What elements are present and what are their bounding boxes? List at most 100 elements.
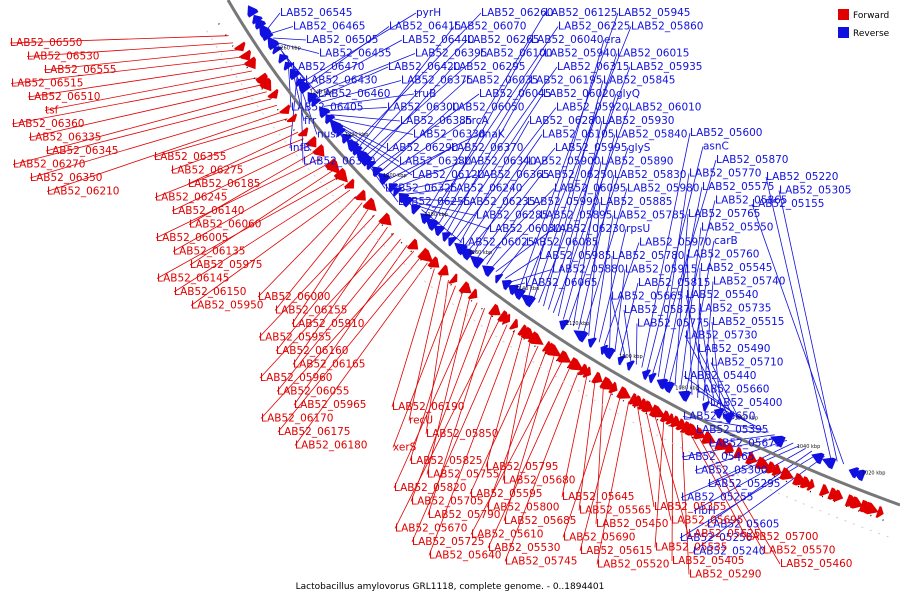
forward-gene-label: LAB52_05670 (395, 523, 468, 535)
leader-line (686, 254, 693, 395)
forward-gene-label: LAB52_06210 (47, 186, 120, 198)
forward-gene-arrow (467, 288, 478, 300)
forward-gene-label: tsf (45, 105, 59, 117)
forward-gene-arrow (806, 478, 815, 491)
reverse-gene-label: LAB52_05250 (680, 532, 753, 544)
forward-gene-arrow (286, 113, 297, 123)
leader-line (646, 146, 704, 371)
leader-line (393, 147, 452, 184)
forward-gene-label: LAB52_05800 (487, 502, 560, 514)
leader-line (696, 389, 751, 425)
leader-line (623, 309, 632, 362)
leader-line (495, 228, 554, 272)
forward-gene-label: LAB52_06055 (277, 386, 350, 398)
forward-gene-arrow (239, 49, 251, 61)
forward-gene-arrow (344, 178, 355, 189)
genome-backbone (226, 0, 900, 507)
reverse-gene-arrow (366, 160, 377, 171)
reverse-gene-label: pyrH (416, 7, 441, 19)
forward-gene-label: LAB52_05795 (486, 461, 559, 473)
leader-line (679, 453, 819, 539)
tick-label: 1200 kbp (383, 173, 407, 179)
reverse-gene-arrow (722, 412, 735, 424)
leader-line (500, 242, 527, 276)
leader-line (578, 174, 615, 330)
leader-line (654, 415, 689, 535)
reverse-gene-label: infB (290, 142, 310, 154)
leader-line (654, 420, 665, 548)
leader-line (259, 232, 395, 379)
leader-line (156, 177, 339, 279)
forward-gene-label: LAB52_05745 (505, 556, 578, 568)
legend: Forward Reverse (838, 9, 890, 39)
forward-gene-arrow (648, 404, 666, 418)
tick-label: 1080 kbp (675, 385, 699, 391)
forward-gene-arrow (608, 381, 618, 394)
forward-gene-arrow (701, 431, 716, 444)
legend-forward-swatch (838, 9, 849, 20)
reverse-gene-label: LAB52_06285 (476, 210, 549, 222)
leader-line (504, 371, 579, 562)
tick-label: 1020 kbp (862, 471, 886, 477)
reverse-gene-label: LAB52_05935 (630, 61, 703, 73)
leader-line (362, 39, 468, 152)
reverse-gene-label: LAB52_05605 (707, 519, 780, 531)
leader-line (26, 42, 234, 57)
reverse-gene-arrow (388, 183, 399, 193)
reverse-gene-label: LAB52_05665 (611, 291, 684, 303)
reverse-gene-label: LAB52_05875 (624, 304, 697, 316)
forward-gene-arrow (437, 264, 449, 276)
leader-line (284, 55, 319, 95)
leader-line (450, 93, 544, 236)
reverse-gene-label: LAB52_05990 (527, 196, 600, 208)
reverse-gene-arrow (342, 133, 353, 144)
forward-gene-arrow (544, 342, 562, 357)
reverse-gene-label: LAB52_05995 (555, 142, 628, 154)
reverse-gene-label: LAB52_06035 (466, 75, 539, 87)
legend-reverse-label: Reverse (853, 29, 890, 39)
reverse-gene-label: LAB52_06330 (413, 129, 486, 141)
leader-line (595, 386, 604, 525)
reverse-gene-label: LAB52_06250 (541, 169, 614, 181)
reverse-gene-label: LAB52_05915 (625, 264, 698, 276)
tick-label: 1260 kbp (277, 46, 301, 52)
legend-reverse-swatch (838, 27, 849, 38)
leader-line (470, 361, 563, 535)
forward-gene-label: LAB52_05695 (671, 515, 744, 527)
leader-line (381, 107, 453, 172)
leader-line (188, 151, 316, 225)
reverse-gene-label: LAB52_05870 (716, 154, 789, 166)
leader-line (778, 190, 838, 462)
reverse-gene-arrow (425, 217, 440, 231)
forward-gene-label: LAB52_06360 (12, 118, 85, 130)
forward-gene-label: LAB52_05690 (563, 532, 636, 544)
forward-gene-label: LAB52_05610 (471, 529, 544, 541)
reverse-gene-label: LAB52_05395 (696, 424, 769, 436)
leader-line (154, 138, 304, 198)
leader-line (674, 213, 689, 386)
leader-line (172, 164, 327, 252)
reverse-gene-label: LAB52_06365 (477, 169, 550, 181)
forward-gene-arrow (501, 313, 511, 325)
tick-label: 1100 kbp (619, 354, 643, 360)
forward-gene-label: recU (409, 415, 433, 427)
reverse-gene-label: LAB52_06420 (388, 61, 461, 73)
forward-gene-label: LAB52_05755 (427, 469, 500, 481)
reverse-gene-arrow (852, 469, 867, 482)
forward-gene-arrow (582, 366, 591, 378)
reverse-gene-label: LAB52_05735 (699, 303, 772, 315)
leader-line (641, 132, 691, 368)
leader-line (699, 439, 764, 551)
leader-line (552, 107, 630, 313)
forward-gene-label: LAB52_05355 (654, 501, 727, 513)
leader-line (330, 114, 401, 122)
leader-line (385, 120, 466, 176)
leader-line (557, 120, 603, 317)
reverse-gene-arrow (311, 97, 322, 108)
forward-gene-label: LAB52_06245 (155, 192, 228, 204)
reverse-gene-label: LAB52_05675 (709, 438, 782, 450)
reverse-gene-label: LAB52_06300 (387, 102, 460, 114)
forward-gene-arrow (745, 452, 758, 465)
forward-gene-arrow (305, 136, 317, 148)
forward-gene-arrow (427, 256, 440, 268)
